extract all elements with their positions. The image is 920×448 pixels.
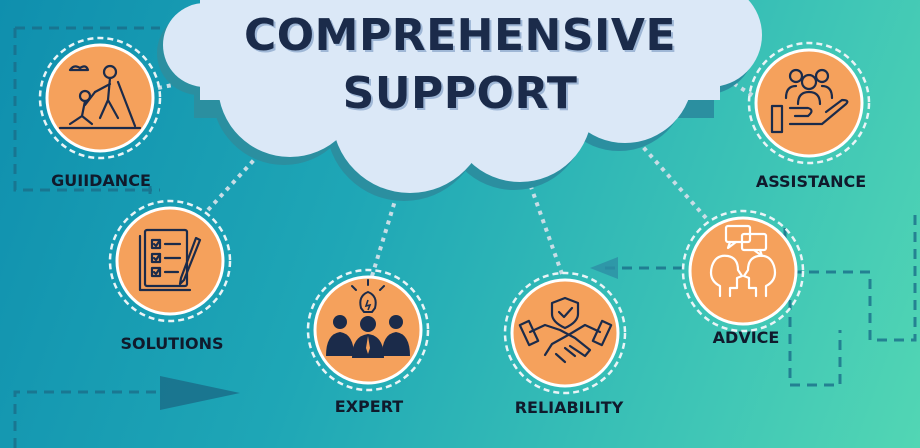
node-advice	[681, 209, 805, 333]
label-solutions: SOLUTIONS	[120, 334, 224, 353]
node-assistance	[747, 41, 871, 165]
title-line-2: SUPPORT	[342, 68, 578, 119]
checklist-pencil-icon	[138, 228, 202, 292]
hand-with-people-icon	[770, 68, 849, 134]
label-guidance: GUIIDANCE	[51, 171, 151, 190]
cloud	[163, 0, 762, 193]
node-guidance	[38, 36, 162, 160]
label-reliability: RELIABILITY	[514, 398, 624, 417]
label-assistance: ASSISTANCE	[755, 172, 867, 191]
right-arrow-head	[160, 376, 240, 410]
climbing-help-icon	[58, 64, 142, 130]
node-solutions	[108, 199, 232, 323]
handshake-shield-icon	[518, 296, 613, 364]
two-heads-speech-icon	[709, 224, 777, 298]
experts-lightbulb-icon	[326, 279, 410, 358]
label-advice: ADVICE	[712, 328, 780, 347]
title-line-1: COMPREHENSIVE	[243, 10, 677, 61]
node-reliability	[503, 271, 627, 395]
node-expert	[306, 268, 430, 392]
label-expert: EXPERT	[334, 397, 404, 416]
decorative-dashed-lines	[13, 26, 917, 448]
left-arrow-head	[590, 257, 618, 279]
